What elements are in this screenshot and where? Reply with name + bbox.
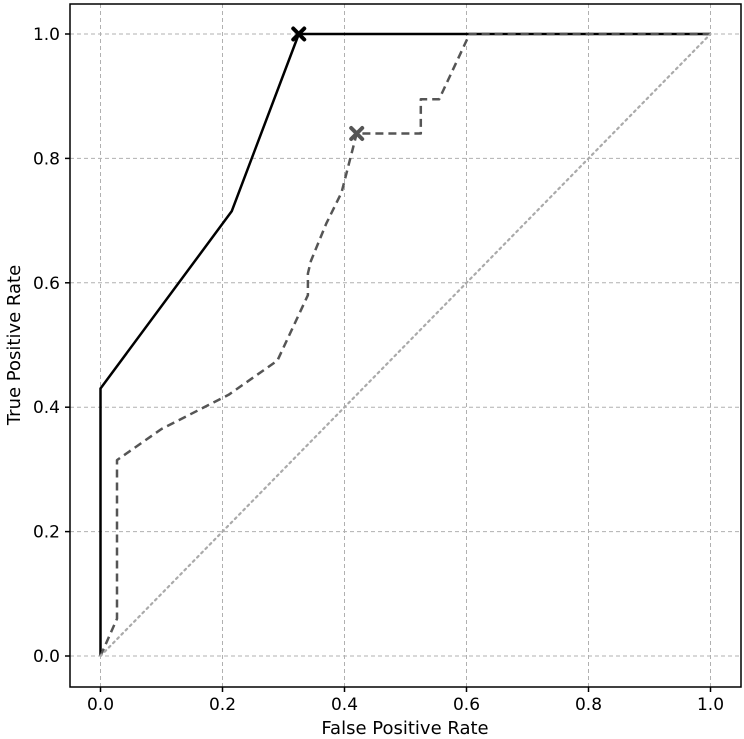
x-tick-label: 0.2 bbox=[209, 695, 236, 715]
x-tick-label: 0.4 bbox=[331, 695, 358, 715]
y-tick-label: 0.6 bbox=[33, 274, 60, 294]
series-markers bbox=[291, 26, 365, 142]
plot-frame bbox=[69, 3, 742, 688]
x-tick-label: 1.0 bbox=[697, 695, 724, 715]
y-tick-label: 0.8 bbox=[33, 149, 60, 169]
y-axis-label: True Positive Rate bbox=[4, 265, 25, 426]
series-solid-line bbox=[99, 32, 711, 656]
x-tick-label: 0.8 bbox=[575, 695, 602, 715]
series-dashed-marker bbox=[349, 126, 365, 142]
x-tick-label: 0.6 bbox=[453, 695, 480, 715]
y-tick-label: 0.0 bbox=[33, 647, 60, 667]
axis-ticks: 0.0 0.2 0.4 0.6 0.8 1.0 0.0 0.2 0.4 0.6 0.8 1.0 bbox=[33, 25, 724, 715]
series-dashed-line bbox=[99, 32, 711, 657]
y-tick-label: 0.2 bbox=[33, 523, 60, 543]
series-solid-marker bbox=[291, 26, 307, 42]
series-lines bbox=[99, 32, 712, 658]
x-tick-label: 0.0 bbox=[87, 695, 114, 715]
x-axis-label: False Positive Rate bbox=[321, 718, 488, 739]
y-tick-label: 1.0 bbox=[33, 25, 60, 45]
y-tick-label: 0.4 bbox=[33, 398, 60, 418]
series-dotted-line bbox=[99, 32, 712, 658]
